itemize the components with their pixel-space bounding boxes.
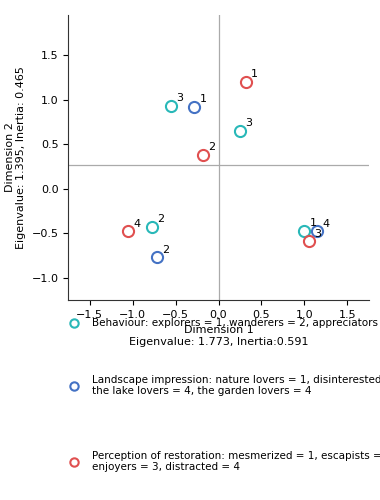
Text: Behaviour: explorers = 1, wanderers = 2, appreciators = 3: Behaviour: explorers = 1, wanderers = 2,… xyxy=(92,318,380,328)
Text: 4: 4 xyxy=(134,219,141,229)
Text: 2: 2 xyxy=(157,214,164,224)
Text: 2: 2 xyxy=(208,142,215,152)
Text: Perception of restoration: mesmerized = 1, escapists = 2,
enjoyers = 3, distract: Perception of restoration: mesmerized = … xyxy=(92,450,380,472)
Text: 3: 3 xyxy=(314,228,321,238)
Text: 3: 3 xyxy=(176,93,184,103)
X-axis label: Dimension 1
Eigenvalue: 1.773, Inertia:0.591: Dimension 1 Eigenvalue: 1.773, Inertia:0… xyxy=(129,326,308,347)
Text: 1: 1 xyxy=(309,218,317,228)
Text: 1: 1 xyxy=(251,69,258,79)
Text: Landscape impression: nature lovers = 1, disinterested = 2,
the lake lovers = 4,: Landscape impression: nature lovers = 1,… xyxy=(92,374,380,396)
Text: 1: 1 xyxy=(200,94,207,104)
Y-axis label: Dimension 2
Eigenvalue: 1.395, Inertia: 0.465: Dimension 2 Eigenvalue: 1.395, Inertia: … xyxy=(5,66,26,249)
Text: 2: 2 xyxy=(162,244,169,254)
Text: 4: 4 xyxy=(322,219,329,229)
Text: 3: 3 xyxy=(245,118,252,128)
